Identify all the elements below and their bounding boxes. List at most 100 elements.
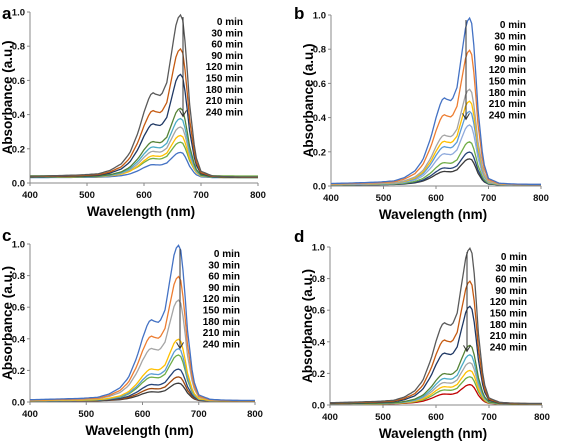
legend-entry: 90 min [494,54,526,65]
y-tick-label: 0.0 [313,182,326,193]
chart-panel-c: c 0.0 0.2 0.4 0.6 0.8 1.0 400 500 600 700 800 Wavele… [0,226,263,438]
y-tick-label: 0.6 [12,76,25,87]
y-axis-label: Absorbance (a.u.) [0,266,15,380]
y-axis-label: Absorbance (a.u.) [301,43,316,157]
legend-entry: 60 min [211,40,243,51]
legend-entry: 0 min [214,249,240,260]
legend-entry: 120 min [490,297,527,308]
legend-entry: 0 min [501,252,527,263]
y-tick-label: 0.2 [313,147,326,158]
x-axis-label: Wavelength (nm) [85,423,193,438]
x-tick-label: 800 [534,412,550,423]
y-tick-label: 0.8 [12,42,25,53]
y-tick-label: 0.2 [12,144,25,155]
chart-panel-b: b 0.0 0.2 0.4 0.6 0.8 1.0 400 500 600 700 800 Wavele… [294,4,549,222]
panel-label: c [2,226,11,245]
x-tick-label: 700 [193,190,209,201]
legend-arrow-head [462,113,470,121]
y-axis-label: Absorbance (a.u.) [300,269,315,383]
y-tick-label: 0.4 [312,337,326,348]
x-tick-label: 600 [428,193,444,204]
y-tick-label: 1.0 [12,8,25,19]
panel-label: b [294,4,304,23]
legend-entry: 180 min [490,320,527,331]
legend-entry: 0 min [217,17,243,28]
y-tick-label: 0.4 [313,113,327,124]
x-tick-label: 600 [428,412,444,423]
x-tick-label: 800 [533,193,549,204]
legend-entry: 60 min [494,43,526,54]
chart-panel-a: a 0.0 0.2 0.4 0.6 0.8 1.0 400 500 600 700 800 Wavele… [0,4,266,219]
legend-entry: 240 min [489,110,526,121]
legend-arrow-head [463,345,471,353]
x-tick-label: 600 [135,409,151,420]
legend-entry: 90 min [211,51,243,62]
series-line-0-min [330,247,542,405]
legend-entry: 150 min [206,74,243,85]
y-tick-label: 0.0 [312,401,325,412]
x-axis-label: Wavelength (nm) [379,426,487,441]
legend-entry: 180 min [489,88,526,99]
y-tick-label: 0.2 [312,369,325,380]
y-tick-label: 0.8 [313,45,326,56]
x-tick-label: 700 [481,193,497,204]
panel-label: d [294,227,304,246]
y-tick-label: 0.0 [12,398,25,409]
y-tick-label: 0.8 [12,271,25,282]
legend-entry: 240 min [490,342,527,353]
x-axis-label: Wavelength (nm) [87,204,195,219]
x-tick-label: 400 [22,190,38,201]
x-axis-label: Wavelength (nm) [379,207,487,222]
x-tick-label: 400 [22,409,38,420]
y-tick-label: 0.6 [313,79,326,90]
series-line-150-min [330,361,542,405]
x-tick-label: 500 [78,409,94,420]
legend-entry: 210 min [490,331,527,342]
chart-panel-d: d 0.0 0.2 0.4 0.6 0.8 1.0 400 500 600 700 800 Wavele… [294,227,550,441]
legend-entry: 30 min [211,28,243,39]
series-line-240-min [30,151,258,179]
legend-entry: 210 min [489,99,526,110]
legend-entry: 30 min [495,263,527,274]
x-tick-label: 700 [191,409,207,420]
legend-entry: 210 min [206,96,243,107]
legend-entry: 30 min [208,260,240,271]
y-tick-label: 1.0 [313,11,326,22]
series-line-120-min [30,347,255,402]
legend-entry: 60 min [208,272,240,283]
x-tick-label: 400 [323,193,339,204]
y-tick-label: 0.4 [12,110,26,121]
legend-arrow-head [176,342,184,350]
legend-arrow-head [179,110,187,118]
y-tick-label: 1.0 [12,240,25,251]
y-tick-label: 0.6 [12,303,25,314]
legend-entry: 90 min [495,286,527,297]
series-line-0-min [30,13,258,178]
series-line-0-min [30,244,255,402]
legend-entry: 150 min [490,309,527,320]
legend-entry: 0 min [500,20,526,31]
series-line-150-min [29,126,258,179]
series-line-180-min [30,368,255,402]
y-axis-label: Absorbance (a.u.) [0,40,15,154]
y-tick-label: 0.8 [312,274,325,285]
x-tick-label: 500 [375,412,391,423]
legend-entry: 210 min [203,328,240,339]
legend-entry: 150 min [489,77,526,88]
legend-entry: 90 min [208,283,240,294]
x-tick-label: 500 [79,190,95,201]
legend-entry: 180 min [206,85,243,96]
x-tick-label: 700 [481,412,497,423]
series-line-210-min [30,141,258,177]
series-line-180-min [331,141,541,186]
legend-entry: 120 min [206,62,243,73]
series-line-0-min [330,16,541,185]
legend-entry: 240 min [203,339,240,350]
y-tick-label: 0.2 [12,366,25,377]
x-tick-label: 800 [250,190,266,201]
legend-entry: 150 min [203,306,240,317]
panel-label: a [2,4,12,23]
y-tick-label: 0.4 [12,334,26,345]
x-tick-label: 500 [376,193,392,204]
